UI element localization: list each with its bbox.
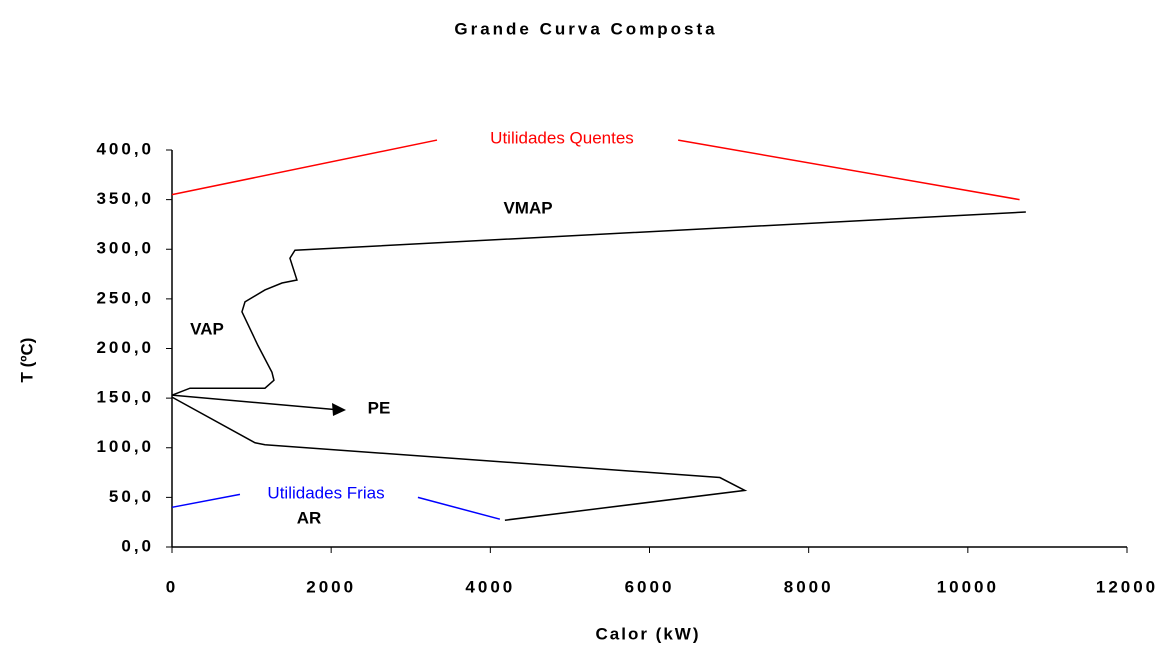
- annotation: VMAP: [503, 198, 552, 217]
- annotation: AR: [297, 508, 322, 527]
- y-tick-label: 150,0: [96, 388, 154, 407]
- y-tick-label: 350,0: [96, 189, 154, 208]
- y-axis-label: T (ºC): [17, 338, 36, 383]
- y-tick-label: 250,0: [96, 288, 154, 307]
- y-tick-label: 100,0: [96, 437, 154, 456]
- x-tick-label: 10000: [937, 577, 999, 596]
- y-tick-label: 50,0: [109, 487, 154, 506]
- x-tick-label: 0: [166, 577, 178, 596]
- chart-title: Grande Curva Composta: [454, 19, 717, 38]
- annotation: VAP: [190, 319, 224, 338]
- x-axis-label: Calor (kW): [596, 624, 701, 643]
- curve: [171, 493, 501, 520]
- x-tick-label: 6000: [625, 577, 675, 596]
- annotation: PE: [368, 398, 391, 417]
- y-tick-label: 0,0: [121, 536, 154, 555]
- curve: [171, 394, 341, 411]
- x-tick-label: 4000: [465, 577, 515, 596]
- curve: [171, 211, 1026, 521]
- annotation: Utilidades Frias: [267, 483, 384, 502]
- x-tick-label: 2000: [306, 577, 356, 596]
- y-tick-label: 300,0: [96, 239, 154, 258]
- y-tick-label: 200,0: [96, 338, 154, 357]
- x-tick-label: 8000: [784, 577, 834, 596]
- x-tick-label: 12000: [1096, 577, 1158, 596]
- annotation: Utilidades Quentes: [490, 128, 634, 147]
- curve: [171, 139, 1020, 201]
- y-tick-label: 400,0: [96, 139, 154, 158]
